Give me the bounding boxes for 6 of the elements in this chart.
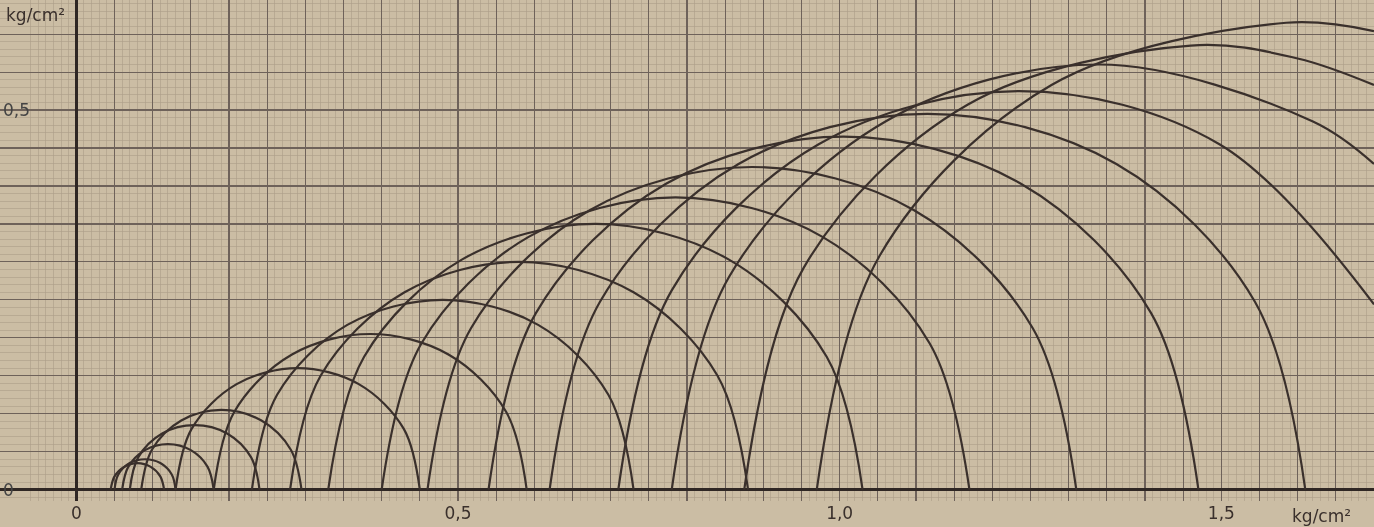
x-tick-label: 0 [70,503,82,523]
x-tick-label: 0,5 [444,503,472,523]
x-tick-label: 1,0 [826,503,854,523]
x-tick-label: 1,5 [1207,503,1235,523]
x-axis-title: kg/cm² [1292,506,1352,526]
y-axis-title: kg/cm² [6,5,66,25]
